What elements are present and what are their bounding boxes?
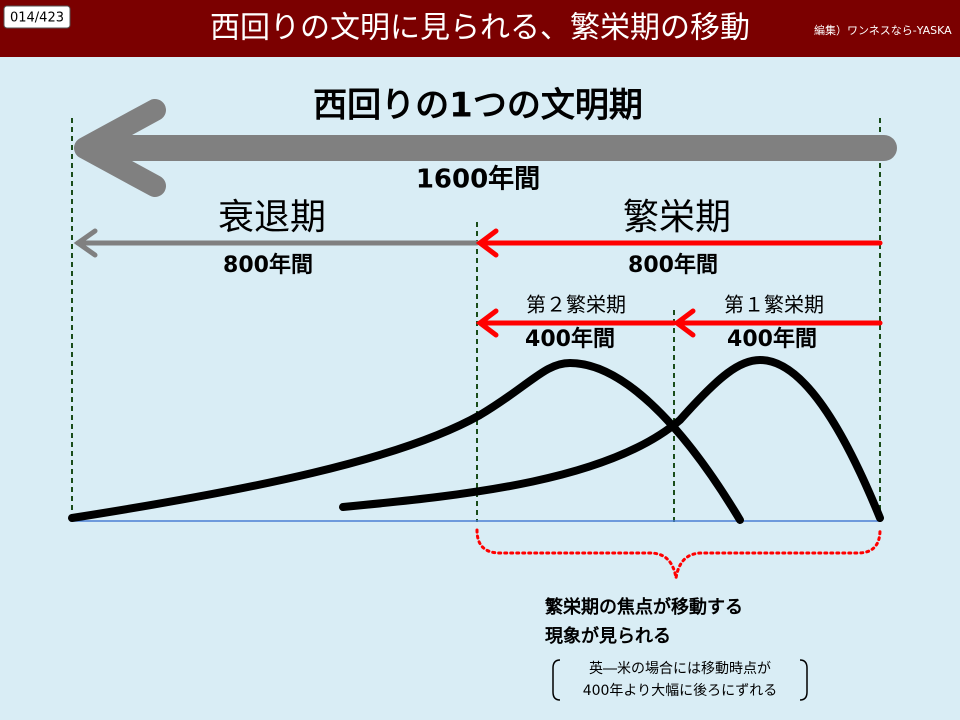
slide-title: 西回りの文明に見られる、繁栄期の移動: [210, 11, 750, 46]
header-bar: [0, 0, 960, 57]
second-duration: 400年間: [525, 326, 615, 352]
first-label: 第１繁栄期: [724, 293, 824, 317]
aside-line: 400年より大幅に後ろにずれる: [583, 683, 778, 699]
page-number: 014/423: [10, 11, 64, 26]
aside-bracket: [552, 659, 561, 701]
decline-duration: 800年間: [223, 252, 313, 278]
whole-duration: 1600年間: [416, 164, 540, 195]
first-curve: [339, 355, 884, 522]
prosperity-label: 繁栄期: [623, 197, 731, 238]
second-label: 第２繁栄期: [526, 293, 626, 317]
whole-arrow: [74, 99, 897, 197]
decline-arrow: [73, 228, 480, 258]
aside-bracket: [799, 659, 808, 701]
note-line: 現象が見られる: [545, 625, 671, 647]
note-line: 繁栄期の焦点が移動する: [544, 596, 743, 618]
second-curve: [68, 358, 744, 524]
whole-label: 西回りの1つの文明期: [313, 86, 643, 126]
focus-brace: [475, 528, 882, 579]
decline-label: 衰退期: [218, 197, 326, 238]
first-duration: 400年間: [727, 326, 817, 352]
phase-arrows: [475, 308, 883, 338]
page-box: [3, 5, 71, 29]
period-dividers: [71, 118, 881, 522]
aside-line: 英―米の場合には移動時点が: [589, 660, 771, 677]
credit: 編集）ワンネスなら-YASKA: [814, 23, 952, 37]
prosperity-duration: 800年間: [628, 252, 718, 278]
prosperity-arrow: [475, 228, 883, 258]
